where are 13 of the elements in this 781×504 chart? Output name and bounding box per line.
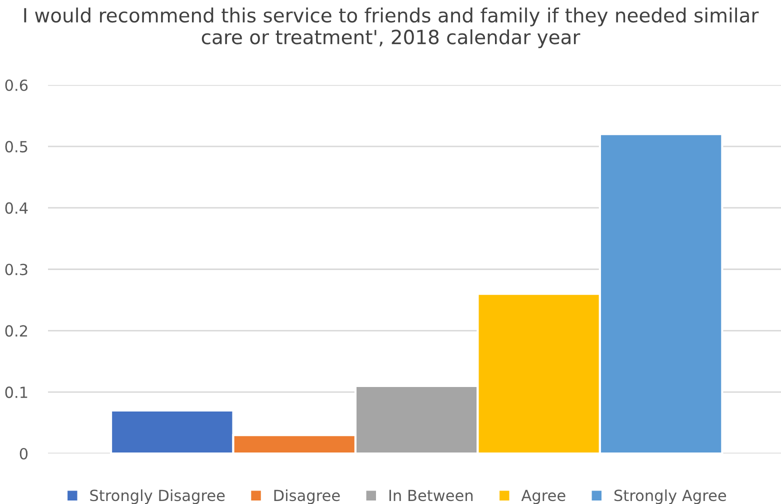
y-tick-label: 0.5 [5, 140, 28, 152]
y-tick-label: 0.1 [5, 386, 28, 398]
y-tick-label: 0.6 [5, 79, 28, 92]
legend-label: Strongly Agree [614, 489, 726, 504]
y-tick-label: 0.3 [5, 264, 28, 276]
legend-label: Agree [521, 490, 566, 504]
chart-title: I would recommend this service to friends and family if they needed similar care or treatment', 2018 calendar year [24, 8, 759, 48]
y-tick-label: 0.4 [5, 202, 28, 214]
legend-label: Disagree [274, 489, 340, 504]
legend-label: Strongly Disagree [90, 489, 225, 504]
legend-label: In Between [389, 490, 473, 502]
y-tick-label: 0.2 [5, 325, 28, 337]
y-tick-label: 0 [20, 448, 28, 460]
